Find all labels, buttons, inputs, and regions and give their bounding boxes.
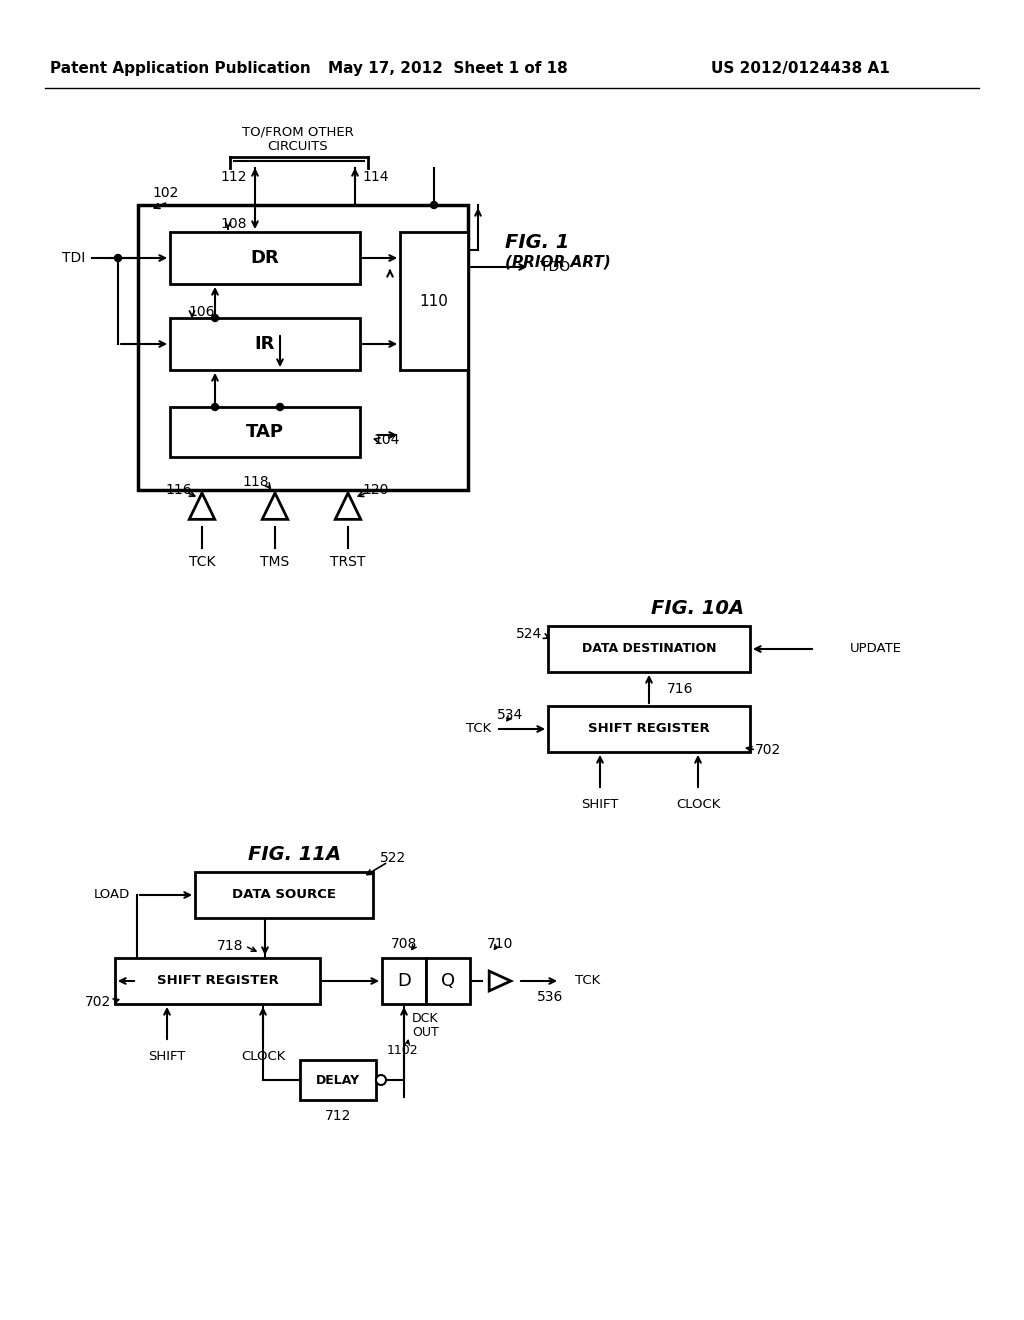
Bar [382, 958, 426, 1005]
Bar [170, 318, 360, 370]
Text: 716: 716 [667, 682, 693, 696]
Bar [548, 706, 750, 752]
Text: 104: 104 [373, 433, 399, 447]
Text: SHIFT: SHIFT [148, 1049, 185, 1063]
Circle shape [212, 404, 218, 411]
Bar [170, 232, 360, 284]
Text: TDO: TDO [540, 260, 570, 275]
Text: 710: 710 [486, 937, 513, 950]
Circle shape [276, 404, 284, 411]
Text: US 2012/0124438 A1: US 2012/0124438 A1 [711, 61, 890, 75]
Bar [548, 626, 750, 672]
Text: TAP: TAP [246, 422, 284, 441]
Text: 1102: 1102 [386, 1044, 418, 1056]
Text: 522: 522 [380, 851, 407, 865]
Text: TO/FROM OTHER: TO/FROM OTHER [242, 125, 354, 139]
Text: 524: 524 [516, 627, 542, 642]
Text: (PRIOR ART): (PRIOR ART) [505, 255, 610, 269]
Bar [195, 873, 373, 917]
Text: 112: 112 [220, 170, 247, 183]
Text: 114: 114 [362, 170, 388, 183]
Bar [115, 958, 319, 1005]
Text: TCK: TCK [575, 974, 600, 987]
Text: IR: IR [255, 335, 275, 352]
Circle shape [376, 1074, 386, 1085]
Text: 102: 102 [152, 186, 178, 201]
Bar [138, 205, 468, 490]
Text: SHIFT REGISTER: SHIFT REGISTER [157, 974, 279, 987]
Text: UPDATE: UPDATE [850, 643, 902, 656]
Text: DR: DR [251, 249, 280, 267]
Text: FIG. 11A: FIG. 11A [248, 846, 341, 865]
Text: 534: 534 [497, 708, 523, 722]
Text: 108: 108 [220, 216, 247, 231]
Text: LOAD: LOAD [94, 888, 130, 902]
Text: May 17, 2012  Sheet 1 of 18: May 17, 2012 Sheet 1 of 18 [328, 61, 568, 75]
Text: CIRCUITS: CIRCUITS [267, 140, 329, 153]
Text: D: D [397, 972, 411, 990]
Text: DCK: DCK [412, 1011, 438, 1024]
Bar [300, 1060, 376, 1100]
Circle shape [115, 255, 122, 261]
Text: 120: 120 [362, 483, 388, 498]
Text: TCK: TCK [188, 554, 215, 569]
Text: FIG. 10A: FIG. 10A [651, 598, 744, 618]
Text: TRST: TRST [331, 554, 366, 569]
Text: DATA SOURCE: DATA SOURCE [232, 888, 336, 902]
Text: 118: 118 [243, 475, 269, 488]
Text: 110: 110 [420, 293, 449, 309]
Circle shape [212, 314, 218, 322]
Text: Q: Q [441, 972, 455, 990]
Bar [400, 232, 468, 370]
Text: Patent Application Publication: Patent Application Publication [49, 61, 310, 75]
Text: CLOCK: CLOCK [241, 1049, 286, 1063]
Bar [426, 958, 470, 1005]
Text: TCK: TCK [466, 722, 490, 735]
Text: 536: 536 [537, 990, 563, 1005]
Bar [170, 407, 360, 457]
Text: 106: 106 [188, 305, 214, 319]
Text: 708: 708 [391, 937, 417, 950]
Text: OUT: OUT [412, 1026, 438, 1039]
Text: FIG. 1: FIG. 1 [505, 232, 569, 252]
Circle shape [430, 202, 437, 209]
Text: 712: 712 [325, 1109, 351, 1123]
Text: 116: 116 [165, 483, 193, 498]
Text: 702: 702 [755, 743, 781, 756]
Text: TMS: TMS [260, 554, 290, 569]
Text: 702: 702 [85, 995, 111, 1008]
Text: 718: 718 [216, 939, 243, 953]
Text: DELAY: DELAY [316, 1073, 360, 1086]
Text: DATA DESTINATION: DATA DESTINATION [582, 643, 716, 656]
Text: TDI: TDI [61, 251, 85, 265]
Text: SHIFT: SHIFT [582, 797, 618, 810]
Text: SHIFT REGISTER: SHIFT REGISTER [588, 722, 710, 735]
Text: CLOCK: CLOCK [676, 797, 720, 810]
